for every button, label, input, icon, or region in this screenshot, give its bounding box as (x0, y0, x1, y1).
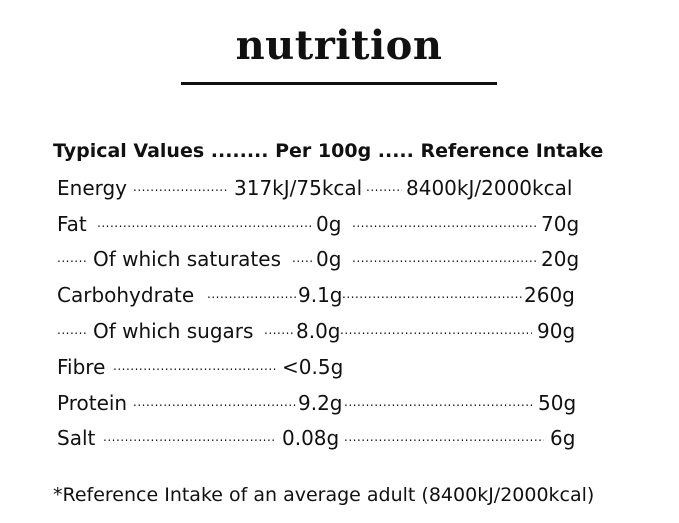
title-underline (181, 82, 497, 85)
row-salt: Salt ...................................… (0, 422, 679, 452)
title: nutrition (235, 22, 443, 69)
per-100g-value: 0.08g (282, 426, 340, 450)
leader-dots: ........................................… (352, 216, 536, 230)
reference-intake-value: 20g (541, 247, 580, 271)
leader-dots: ........... (57, 251, 87, 265)
per-100g-value: <0.5g (282, 355, 344, 379)
leader-dots: ............ (292, 251, 314, 265)
row-fibre: Fibre ..................................… (0, 351, 679, 381)
leader-dots: ........................................… (344, 395, 534, 409)
row-label: Energy (57, 176, 128, 200)
footnote: *Reference Intake of an average adult (8… (53, 484, 595, 506)
row-saturates: ........... Of which saturates .........… (0, 243, 679, 273)
leader-dots: ........................................… (342, 287, 524, 301)
leader-dots: ........................................… (133, 395, 297, 409)
leader-dots: ........................................… (103, 430, 275, 444)
leader-dots: ........... (57, 323, 87, 337)
reference-intake-value: 50g (538, 391, 577, 415)
row-label: Fibre (57, 355, 106, 379)
row-protein: Protein ................................… (0, 387, 679, 417)
row-label: Fat (57, 212, 87, 236)
reference-intake-value: 6g (550, 426, 576, 450)
leader-dots: ............... (264, 323, 294, 337)
per-100g-value: 9.2g (298, 391, 343, 415)
reference-intake-value: 70g (541, 212, 580, 236)
per-100g-value: 9.1g (298, 283, 343, 307)
leader-dots: ........................................… (352, 251, 536, 265)
row-energy: Energy .................................… (0, 172, 679, 202)
leader-dots: .............................. (366, 180, 402, 194)
leader-dots: ........................................… (133, 180, 228, 194)
row-label: Carbohydrate (57, 283, 195, 307)
reference-intake-value: 90g (537, 319, 576, 343)
per-100g-value: 317kJ/75kcal (234, 176, 363, 200)
leader-dots: ........................................… (113, 359, 276, 373)
row-label: Protein (57, 391, 128, 415)
leader-dots: ........................................… (340, 323, 532, 337)
row-carbohydrate: Carbohydrate ...........................… (0, 279, 679, 309)
row-sugars: ........... Of which sugars ............… (0, 315, 679, 345)
per-100g-value: 8.0g (296, 319, 341, 343)
reference-intake-value: 260g (524, 283, 575, 307)
row-label: Of which sugars (93, 319, 254, 343)
leader-dots: ........................................… (97, 216, 314, 230)
row-fat: Fat ....................................… (0, 208, 679, 238)
row-label: Salt (57, 426, 96, 450)
per-100g-value: 0g (316, 212, 342, 236)
reference-intake-value: 8400kJ/2000kcal (406, 176, 573, 200)
per-100g-value: 0g (316, 247, 342, 271)
row-label: Of which saturates (93, 247, 281, 271)
leader-dots: ........................................… (207, 287, 297, 301)
leader-dots: ........................................… (344, 430, 544, 444)
table-header: Typical Values ........ Per 100g ..... R… (53, 140, 604, 162)
